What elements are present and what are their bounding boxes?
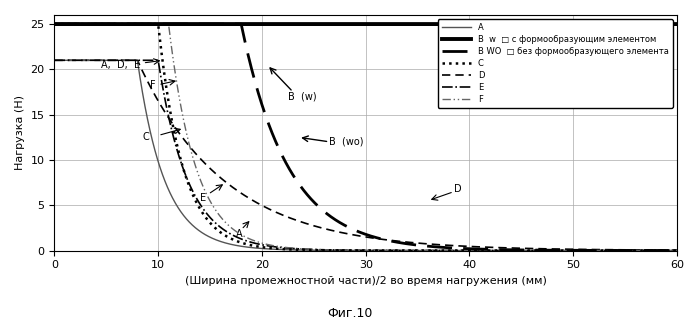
- D: [50, 58, 59, 62]
- C: [540, 249, 549, 252]
- C: [82, 22, 90, 26]
- E: [655, 249, 663, 252]
- F: [82, 22, 90, 26]
- B WO  □ без формообразующего элемента: [50, 22, 59, 26]
- Text: C: C: [143, 132, 150, 142]
- B  w  □ с формообразующим элементом: [540, 22, 549, 26]
- E: [50, 58, 59, 62]
- B  w  □ с формообразующим элементом: [82, 22, 90, 26]
- Text: A,  D,  E: A, D, E: [101, 60, 140, 70]
- Text: Фиг.10: Фиг.10: [327, 307, 372, 320]
- A: [353, 249, 361, 252]
- F: [336, 248, 345, 252]
- B WO  □ без формообразующего элемента: [655, 249, 663, 252]
- C: [50, 22, 59, 26]
- D: [336, 230, 345, 234]
- B WO  □ без формообразующего элемента: [353, 229, 361, 233]
- B  w  □ с формообразующим элементом: [673, 22, 682, 26]
- E: [82, 58, 90, 62]
- A: [655, 249, 663, 252]
- F: [673, 249, 682, 252]
- B WO  □ без формообразующего элемента: [82, 22, 90, 26]
- B  w  □ с формообразующим элементом: [336, 22, 345, 26]
- B WO  □ без формообразующего элемента: [540, 248, 549, 252]
- Text: A: A: [236, 229, 243, 239]
- Y-axis label: Нагрузка (Н): Нагрузка (Н): [15, 95, 25, 170]
- B WO  □ без формообразующего элемента: [336, 221, 345, 225]
- B  w  □ с формообразующим элементом: [50, 22, 59, 26]
- F: [655, 249, 663, 252]
- Text: F: F: [150, 80, 155, 90]
- D: [673, 248, 682, 252]
- Line: B WO  □ без формообразующего элемента: B WO □ без формообразующего элемента: [55, 24, 677, 251]
- F: [353, 248, 361, 252]
- A: [654, 249, 663, 252]
- D: [82, 58, 90, 62]
- D: [353, 234, 361, 237]
- A: [673, 249, 682, 252]
- C: [336, 248, 345, 252]
- E: [353, 248, 361, 252]
- Text: E: E: [200, 193, 206, 203]
- B WO  □ без формообразующего элемента: [673, 249, 682, 252]
- Line: F: F: [55, 24, 677, 251]
- Text: D: D: [454, 184, 461, 194]
- Line: E: E: [55, 60, 677, 251]
- A: [540, 249, 549, 252]
- E: [654, 249, 663, 252]
- Text: B  (w): B (w): [288, 92, 317, 101]
- E: [540, 249, 549, 252]
- F: [50, 22, 59, 26]
- Line: C: C: [55, 24, 677, 251]
- E: [673, 249, 682, 252]
- F: [654, 249, 663, 252]
- X-axis label: (Ширина промежностной части)/2 во время нагружения (мм): (Ширина промежностной части)/2 во время …: [185, 276, 547, 286]
- C: [353, 249, 361, 252]
- C: [655, 249, 663, 252]
- Line: D: D: [55, 60, 677, 250]
- A: [82, 58, 90, 62]
- D: [655, 248, 663, 252]
- B  w  □ с формообразующим элементом: [654, 22, 663, 26]
- C: [673, 249, 682, 252]
- E: [336, 248, 345, 252]
- B WO  □ без формообразующего элемента: [654, 249, 663, 252]
- A: [50, 58, 59, 62]
- C: [654, 249, 663, 252]
- B  w  □ с формообразующим элементом: [655, 22, 663, 26]
- B  w  □ с формообразующим элементом: [353, 22, 361, 26]
- A: [336, 249, 345, 252]
- D: [540, 247, 549, 251]
- Legend: A, B  w  □ с формообразующим элементом, B WO  □ без формообразующего элемента, C: A, B w □ с формообразующим элементом, B …: [438, 19, 673, 108]
- Text: B  (wo): B (wo): [329, 137, 364, 147]
- F: [540, 249, 549, 252]
- Line: A: A: [55, 60, 677, 251]
- D: [654, 248, 663, 252]
